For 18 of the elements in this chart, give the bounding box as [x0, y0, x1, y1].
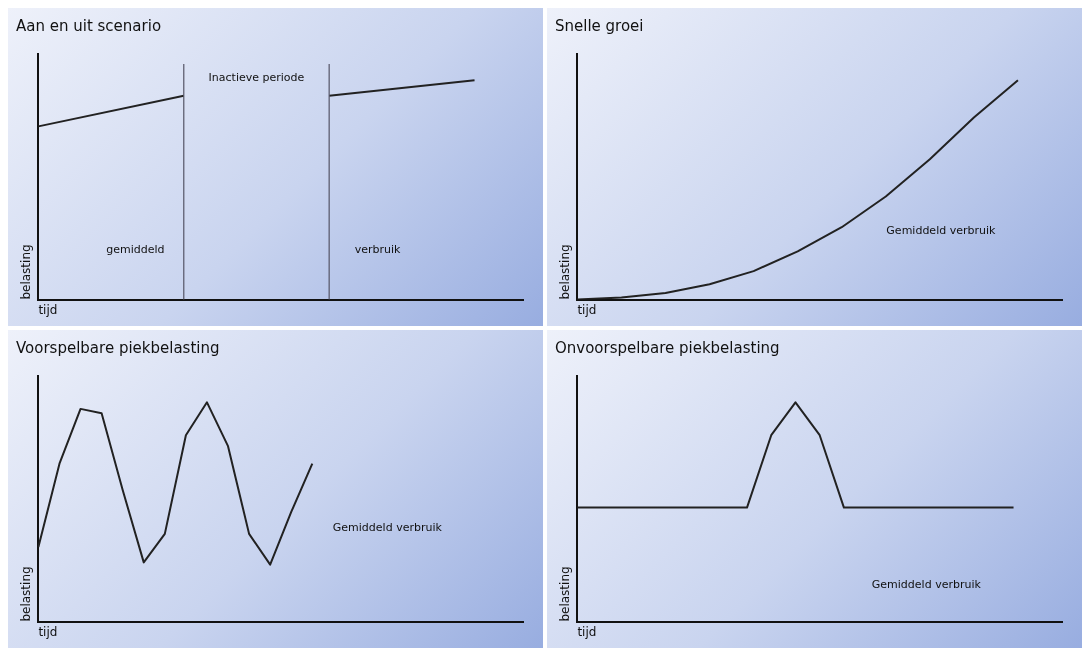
chart-title: Snelle groei — [555, 16, 644, 35]
annotation: Gemiddeld verbruik — [332, 521, 443, 535]
y-axis-title: belasting — [19, 244, 34, 300]
chart-title: Voorspelbare piekbelasting — [16, 338, 220, 357]
annotation: Gemiddeld verbruik — [886, 223, 996, 237]
y-axis-title: belasting — [19, 566, 34, 622]
x-axis-title: tijd — [577, 624, 597, 639]
x-axis-title: tijd — [38, 624, 58, 639]
annotation: verbruik — [354, 243, 402, 257]
x-axis-title: tijd — [38, 302, 58, 317]
chart-title: Aan en uit scenario — [16, 16, 162, 35]
chart-title: Onvoorspelbare piekbelasting — [555, 338, 780, 357]
annotation: gemiddeld — [106, 243, 165, 257]
annotation: Inactieve periode — [208, 71, 305, 85]
x-axis-title: tijd — [577, 302, 597, 317]
annotation: Gemiddeld verbruik — [871, 577, 982, 591]
y-axis-title: belasting — [558, 244, 573, 300]
y-axis-title: belasting — [558, 566, 573, 622]
